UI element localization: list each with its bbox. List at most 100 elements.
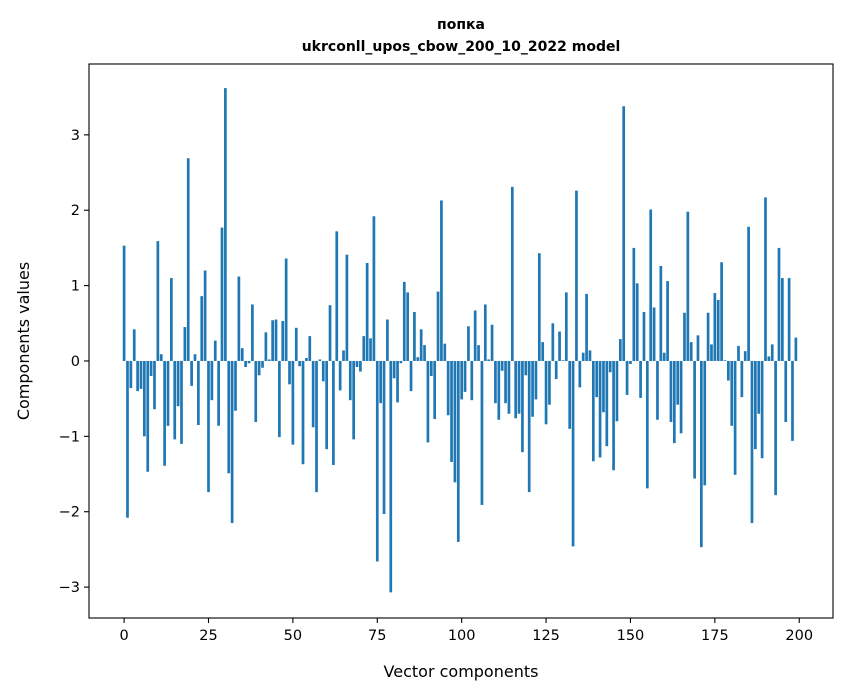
bar-170 xyxy=(696,335,700,361)
bar-14 xyxy=(170,278,173,361)
bar-50 xyxy=(291,360,295,445)
x-tick-label: 0 xyxy=(119,628,128,644)
bar-143 xyxy=(605,360,609,447)
bar-156 xyxy=(649,209,653,361)
bar-124 xyxy=(541,342,545,361)
bar-144 xyxy=(608,360,612,373)
bar-71 xyxy=(362,336,366,361)
bar-178 xyxy=(723,360,727,361)
bar-161 xyxy=(666,281,669,361)
bar-118 xyxy=(521,360,524,453)
bar-54 xyxy=(305,357,308,361)
bar-183 xyxy=(740,360,744,398)
x-tick-label: 75 xyxy=(368,628,386,644)
bar-155 xyxy=(645,360,649,489)
bar-73 xyxy=(369,338,372,361)
bar-134 xyxy=(575,190,578,361)
bar-184 xyxy=(743,351,747,361)
bar-129 xyxy=(558,331,561,361)
x-tick-label: 100 xyxy=(448,628,476,644)
y-axis-label: Components values xyxy=(14,262,33,420)
y-tick-label: −1 xyxy=(59,429,80,445)
bar-165 xyxy=(679,360,683,434)
bar-188 xyxy=(757,360,761,414)
bar-168 xyxy=(689,342,693,361)
bar-102 xyxy=(467,326,470,361)
bar-127 xyxy=(551,323,555,361)
bar-173 xyxy=(706,312,710,361)
bar-69 xyxy=(355,360,359,368)
bar-9 xyxy=(153,360,156,410)
bar-136 xyxy=(581,352,585,361)
bar-49 xyxy=(288,360,291,385)
bar-107 xyxy=(483,304,487,361)
bar-53 xyxy=(301,360,305,465)
bar-101 xyxy=(463,360,467,392)
bar-51 xyxy=(294,327,298,361)
bar-103 xyxy=(470,360,474,401)
bar-80 xyxy=(392,360,396,379)
bar-63 xyxy=(335,231,339,361)
bar-27 xyxy=(213,340,217,361)
bar-106 xyxy=(480,360,484,505)
x-tick-label: 150 xyxy=(617,628,645,644)
bar-11 xyxy=(159,354,163,361)
y-tick-label: 1 xyxy=(71,279,80,295)
bar-149 xyxy=(625,360,629,395)
bar-117 xyxy=(517,360,521,414)
bar-46 xyxy=(278,360,281,438)
bar-15 xyxy=(173,360,177,440)
bar-141 xyxy=(598,360,602,458)
bar-163 xyxy=(672,360,676,444)
bar-182 xyxy=(737,345,740,361)
bar-175 xyxy=(713,293,717,361)
bar-43 xyxy=(267,359,271,361)
bar-191 xyxy=(767,356,771,361)
bar-56 xyxy=(311,360,315,428)
bar-135 xyxy=(578,360,582,388)
bar-162 xyxy=(669,360,673,423)
bar-88 xyxy=(419,329,423,361)
bar-142 xyxy=(602,360,605,413)
bar-20 xyxy=(190,360,193,386)
bar-120 xyxy=(527,360,531,493)
bar-58 xyxy=(318,359,322,361)
y-tick-label: −2 xyxy=(59,505,80,521)
bar-66 xyxy=(345,254,349,361)
bar-98 xyxy=(453,360,457,483)
bar-110 xyxy=(494,360,497,404)
bar-60 xyxy=(325,360,328,450)
bar-61 xyxy=(328,305,332,361)
x-tick-label: 125 xyxy=(532,628,560,644)
bar-68 xyxy=(352,360,356,440)
bar-189 xyxy=(760,360,764,459)
bar-90 xyxy=(426,360,430,443)
bar-171 xyxy=(699,360,703,548)
bar-94 xyxy=(440,200,443,361)
x-axis-label: Vector components xyxy=(384,662,539,681)
bar-95 xyxy=(443,343,447,361)
bar-197 xyxy=(787,278,791,361)
bar-13 xyxy=(166,360,170,426)
bar-176 xyxy=(716,299,720,361)
bar-78 xyxy=(386,319,389,361)
bar-154 xyxy=(642,311,646,361)
bar-36 xyxy=(244,360,247,368)
bar-139 xyxy=(591,360,595,462)
y-axis-ticks: −3 −2 −1 0 1 2 3 xyxy=(59,128,89,596)
y-tick-label: 0 xyxy=(71,354,80,370)
bar-147 xyxy=(618,339,622,361)
bar-67 xyxy=(348,360,352,401)
bar-12 xyxy=(163,360,166,466)
bar-125 xyxy=(544,360,548,425)
bar-39 xyxy=(254,360,258,423)
bar-121 xyxy=(531,360,534,417)
bar-131 xyxy=(564,292,568,361)
bar-128 xyxy=(554,360,558,380)
bar-96 xyxy=(446,360,450,416)
bar-22 xyxy=(197,360,200,426)
bar-93 xyxy=(436,291,440,361)
bar-167 xyxy=(686,211,690,361)
bar-62 xyxy=(332,360,335,465)
